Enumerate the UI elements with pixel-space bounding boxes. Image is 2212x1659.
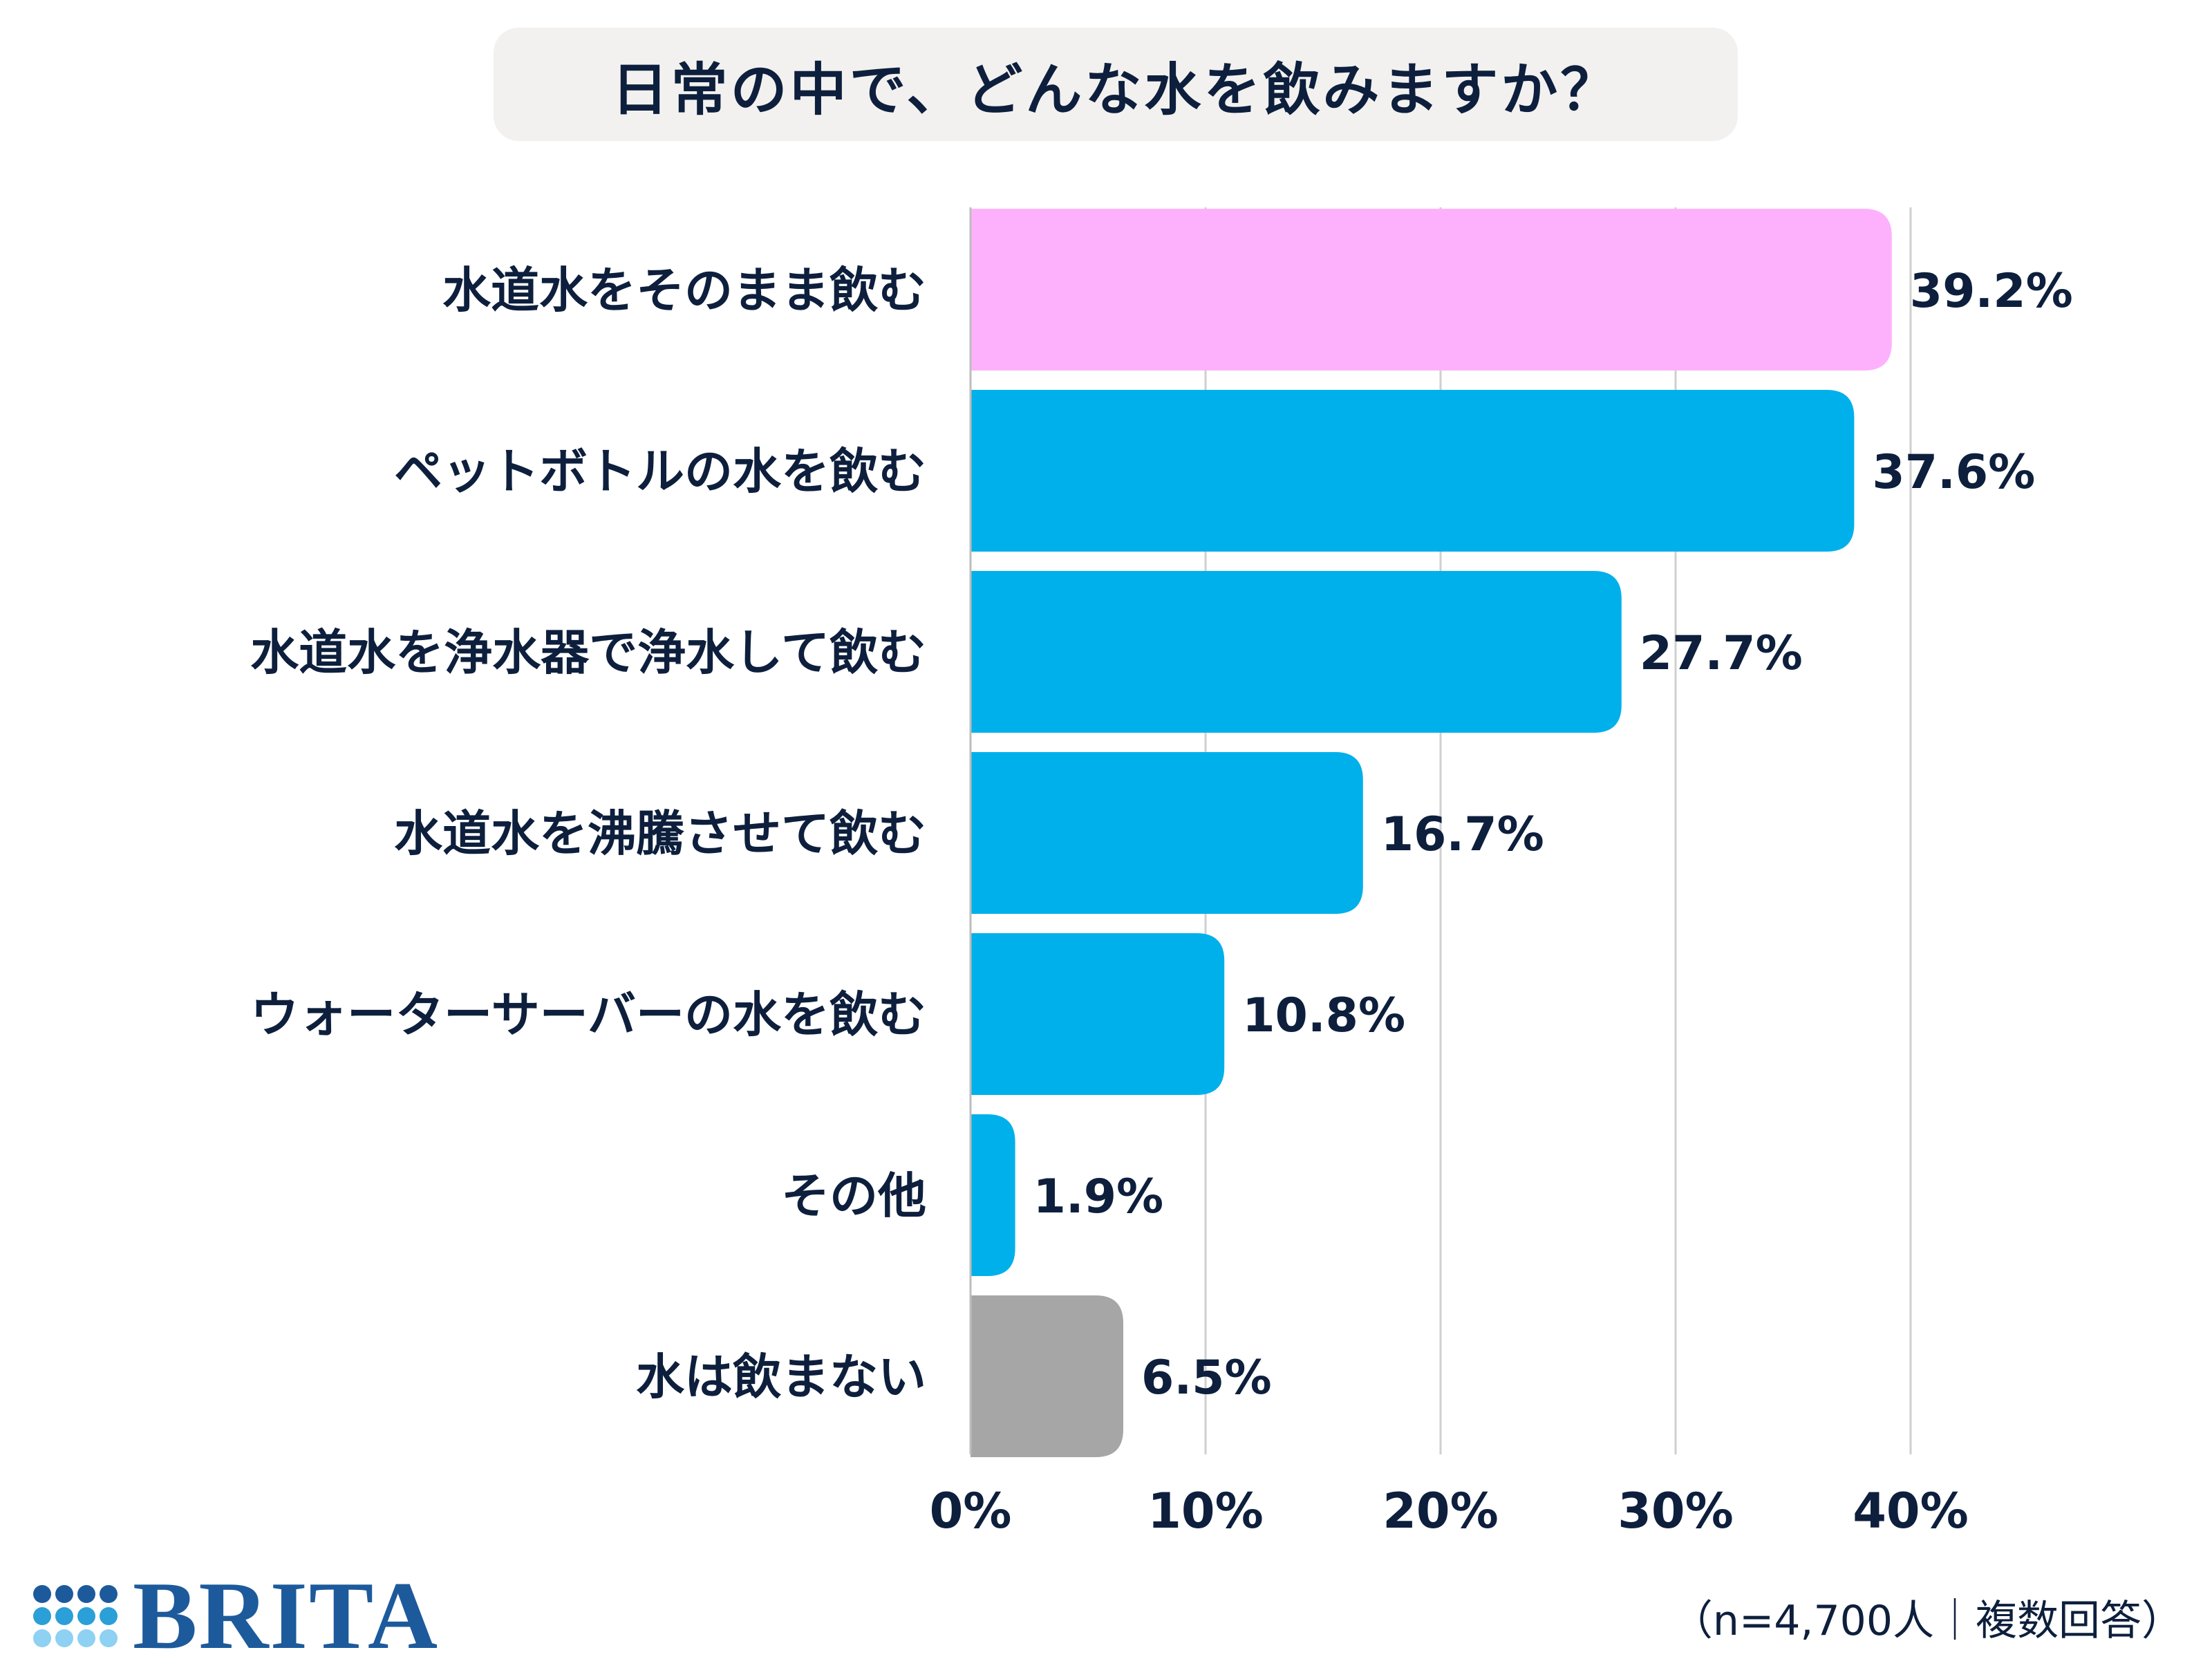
logo-dot (55, 1607, 73, 1625)
value-label: 6.5% (1141, 1351, 1272, 1405)
logo-dot (55, 1585, 73, 1603)
category-label: 水道水を浄水器で浄水して飲む (250, 624, 926, 681)
sample-note: （n=4,700人｜複数回答） (1671, 1597, 2183, 1645)
logo-dot (77, 1585, 95, 1603)
logo-dot (100, 1629, 118, 1647)
value-label: 37.6% (1872, 445, 2035, 500)
bar-4 (971, 752, 1363, 914)
category-label: ペットボトルの水を飲む (394, 443, 926, 500)
value-label: 1.9% (1033, 1170, 1164, 1224)
bar-3 (971, 571, 1622, 733)
brita-logo: BRITA (33, 1568, 439, 1659)
category-label: その他 (781, 1168, 926, 1224)
bars (971, 209, 1892, 1457)
logo-dot (33, 1607, 51, 1625)
bar-5 (971, 933, 1225, 1095)
labels: 0% 10% 20% 30% 40% 水道水をそのまま飲む 39.2% ペットボトルの水を飲む… (250, 262, 2073, 1539)
logo-dot (77, 1629, 95, 1647)
category-label: 水は飲まない (636, 1349, 926, 1405)
logo-dot (55, 1629, 73, 1647)
bar-1 (971, 209, 1892, 371)
value-label: 16.7% (1381, 807, 1544, 862)
logo-dot (33, 1629, 51, 1647)
x-tick-label: 20% (1382, 1483, 1499, 1539)
category-label: 水道水を沸騰させて飲む (394, 805, 926, 862)
logo-dot (77, 1607, 95, 1625)
logo-dot (100, 1585, 118, 1603)
value-label: 10.8% (1242, 988, 1405, 1043)
logo-dots-icon (33, 1585, 118, 1647)
logo-text: BRITA (133, 1562, 440, 1659)
logo-dot (33, 1585, 51, 1603)
logo-dot (100, 1607, 118, 1625)
bar-7 (971, 1295, 1123, 1457)
x-tick-label: 10% (1147, 1483, 1264, 1539)
category-label: 水道水をそのまま飲む (442, 262, 926, 319)
x-tick-label: 30% (1618, 1483, 1734, 1539)
value-label: 27.7% (1640, 626, 1803, 681)
x-tick-label: 40% (1853, 1483, 1969, 1539)
category-label: ウォーターサーバーの水を飲む (250, 986, 926, 1043)
chart-title-box: 日常の中で、どんな水を飲みますか？ (494, 28, 1738, 141)
value-label: 39.2% (1910, 264, 2073, 319)
bar-2 (971, 390, 1855, 552)
x-tick-label: 0% (930, 1483, 1012, 1539)
chart-title: 日常の中で、どんな水を飲みますか？ (611, 57, 1620, 123)
bar-6 (971, 1114, 1015, 1276)
